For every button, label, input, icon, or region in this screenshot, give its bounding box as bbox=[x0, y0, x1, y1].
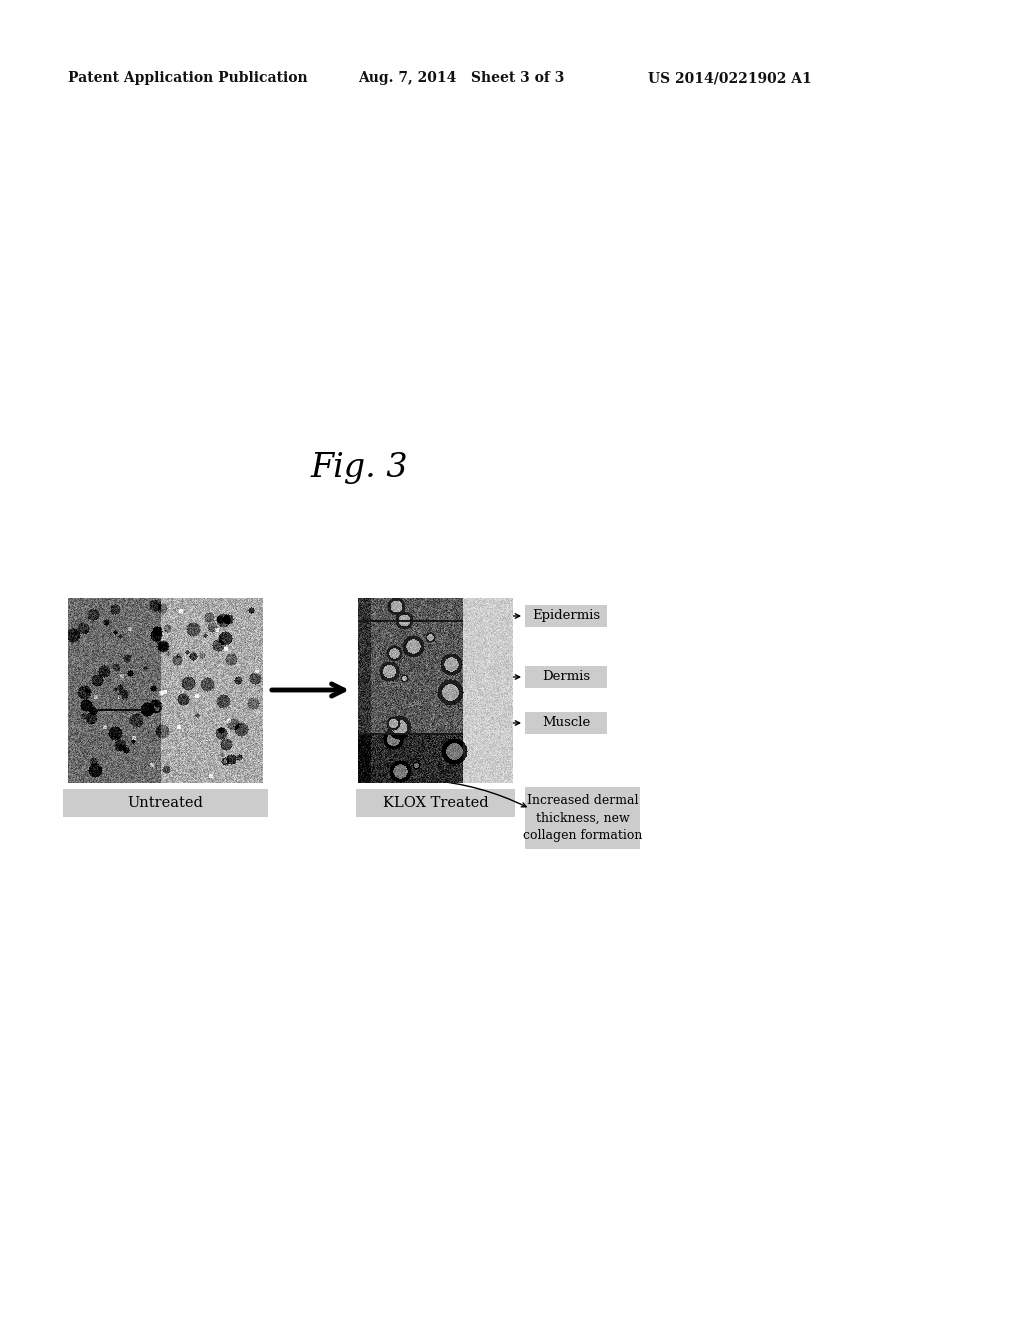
Text: Epidermis: Epidermis bbox=[531, 610, 600, 623]
FancyBboxPatch shape bbox=[525, 787, 640, 849]
FancyBboxPatch shape bbox=[356, 789, 515, 817]
Text: Fig. 3: Fig. 3 bbox=[310, 451, 408, 484]
FancyBboxPatch shape bbox=[525, 711, 607, 734]
Text: Untreated: Untreated bbox=[128, 796, 204, 810]
Text: Patent Application Publication: Patent Application Publication bbox=[68, 71, 307, 84]
Text: Increased dermal
thickness, new
collagen formation: Increased dermal thickness, new collagen… bbox=[523, 795, 642, 842]
Text: Aug. 7, 2014   Sheet 3 of 3: Aug. 7, 2014 Sheet 3 of 3 bbox=[358, 71, 564, 84]
Text: Dermis: Dermis bbox=[542, 671, 590, 684]
FancyBboxPatch shape bbox=[525, 667, 607, 688]
Text: US 2014/0221902 A1: US 2014/0221902 A1 bbox=[648, 71, 812, 84]
Text: KLOX Treated: KLOX Treated bbox=[383, 796, 488, 810]
FancyBboxPatch shape bbox=[525, 605, 607, 627]
Text: Muscle: Muscle bbox=[542, 717, 590, 730]
FancyBboxPatch shape bbox=[63, 789, 268, 817]
